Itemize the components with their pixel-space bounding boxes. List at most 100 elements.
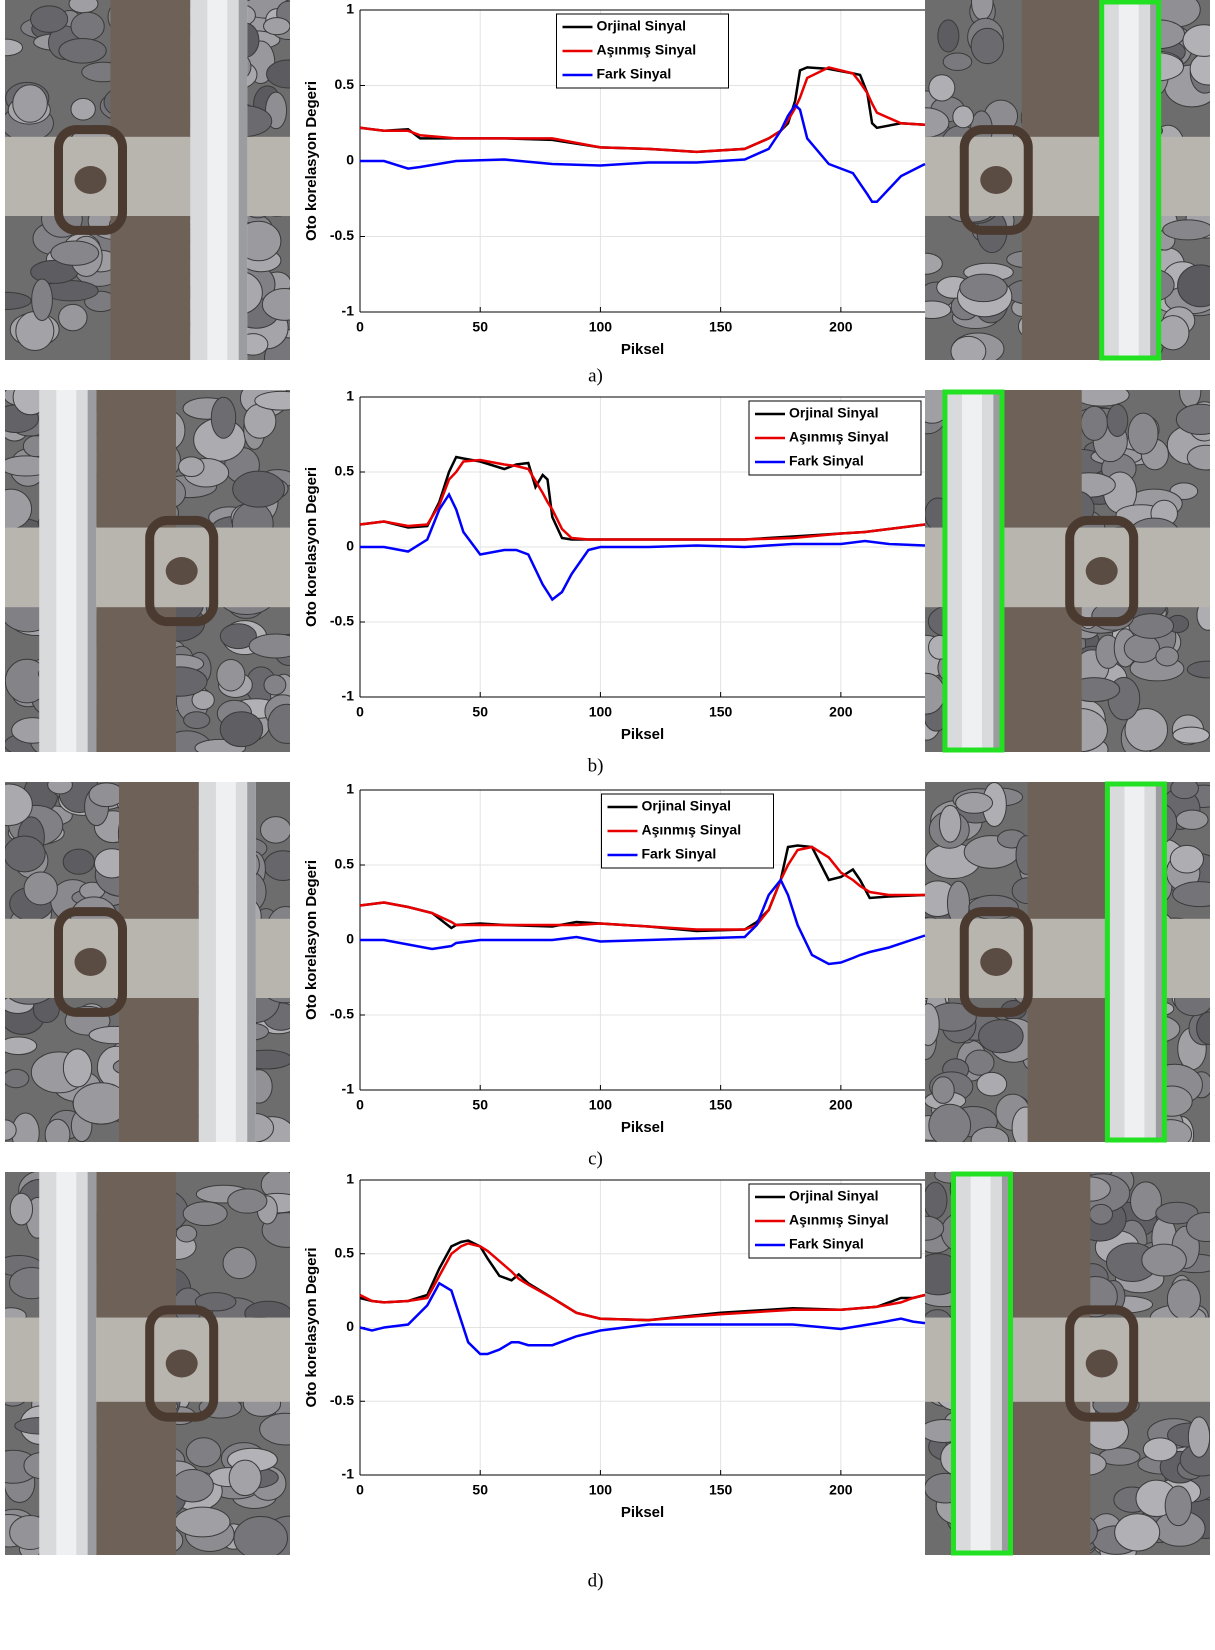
legend-label: Aşınmış Sinyal (789, 1212, 889, 1228)
stone (1141, 1243, 1187, 1277)
rail-shine (1118, 0, 1139, 360)
photo (5, 782, 290, 1142)
legend-label: Aşınmış Sinyal (642, 822, 742, 838)
stone (1088, 1203, 1114, 1225)
rail-shine (1124, 782, 1145, 1142)
stone (175, 1224, 198, 1243)
stone (58, 303, 88, 332)
stone (938, 804, 962, 843)
series-line (359, 1242, 926, 1322)
photo (5, 1172, 290, 1555)
y-tick-label: -1 (342, 688, 355, 704)
photo (925, 1171, 1210, 1556)
y-tick-label: -1 (342, 303, 355, 319)
x-tick-label: 200 (829, 1482, 853, 1498)
y-tick-label: -0.5 (330, 227, 354, 243)
y-tick-label: 0 (346, 152, 354, 168)
caption: d) (588, 1570, 604, 1591)
legend-label: Orjinal Sinyal (789, 1188, 878, 1204)
photo-content (5, 1172, 290, 1555)
stone (62, 848, 95, 875)
rail-edge (87, 1172, 97, 1555)
photo (5, 390, 290, 752)
stone (1127, 412, 1159, 455)
y-tick-label: 1 (346, 1171, 354, 1187)
stone (23, 871, 58, 906)
stone (47, 782, 73, 795)
stone (266, 59, 290, 89)
rail-detection-box (942, 389, 1005, 753)
series-line (360, 877, 926, 966)
bolt (165, 1349, 198, 1378)
x-tick-label: 0 (356, 1482, 364, 1498)
x-axis-label: Piksel (621, 1504, 664, 1521)
rail-detection-box (1099, 0, 1162, 361)
bolt (74, 948, 107, 976)
stone (942, 52, 973, 71)
x-axis-label: Piksel (621, 726, 664, 743)
stone (9, 1192, 34, 1226)
stone (925, 1181, 948, 1219)
rail-edge (247, 782, 256, 1142)
fastener (959, 907, 1033, 1017)
stone (178, 456, 205, 478)
rail-shine (207, 0, 228, 360)
y-tick-label: 0 (346, 1318, 354, 1334)
photo (925, 0, 1210, 361)
bolt (1085, 1349, 1118, 1378)
x-tick-label: 0 (356, 1097, 364, 1113)
stone (1106, 403, 1129, 437)
x-tick-label: 50 (472, 319, 488, 335)
stone (219, 711, 264, 748)
photo-content (925, 1172, 1210, 1555)
stone (219, 623, 257, 650)
stone (222, 1246, 257, 1280)
legend-label: Orjinal Sinyal (642, 798, 731, 814)
stone (70, 11, 105, 41)
stone (5, 1036, 38, 1056)
stone (1185, 1212, 1210, 1243)
rail-shine (56, 390, 77, 752)
stone (1162, 219, 1210, 241)
series-line (359, 1281, 926, 1356)
stone (925, 252, 943, 275)
stone (194, 1292, 237, 1312)
bolt (980, 948, 1013, 976)
stone (925, 1003, 940, 1046)
stone (5, 1119, 17, 1141)
x-tick-label: 150 (709, 1482, 733, 1498)
x-tick-label: 150 (709, 1097, 733, 1113)
stone (44, 1118, 71, 1142)
stone (5, 1068, 30, 1089)
bolt (980, 166, 1013, 194)
stone (1155, 646, 1179, 667)
stone (233, 1515, 289, 1555)
photo (925, 781, 1210, 1143)
x-tick-label: 50 (472, 1482, 488, 1498)
stone (978, 1019, 1024, 1054)
stone (955, 792, 994, 814)
stone (1186, 660, 1210, 679)
legend-label: Fark Sinyal (642, 846, 717, 862)
legend-label: Fark Sinyal (789, 453, 864, 469)
x-tick-label: 200 (829, 319, 853, 335)
stone (1130, 1181, 1162, 1222)
fastener (1065, 515, 1139, 627)
rail-shine (962, 390, 982, 752)
rail-shine (215, 782, 236, 1142)
series-line (360, 103, 926, 204)
photo-content (925, 782, 1210, 1142)
stone (1179, 390, 1202, 409)
rail-edge (1150, 0, 1159, 360)
x-tick-label: 50 (472, 704, 488, 720)
stone (174, 1506, 231, 1538)
stone (5, 783, 33, 827)
legend-label: Fark Sinyal (597, 66, 672, 82)
y-axis-label: Oto korelasyon Degeri (303, 81, 320, 241)
photo (925, 389, 1210, 753)
stone (1073, 390, 1130, 407)
stone (248, 633, 290, 659)
y-tick-label: -1 (342, 1466, 355, 1482)
series-line (359, 458, 926, 541)
fastener (54, 125, 127, 235)
